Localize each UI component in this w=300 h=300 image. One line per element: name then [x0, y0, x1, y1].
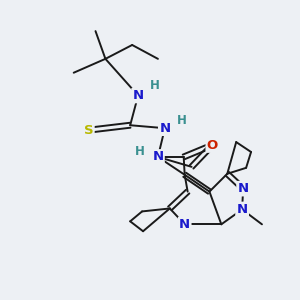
- Text: N: N: [133, 89, 144, 102]
- Text: O: O: [207, 139, 218, 152]
- Text: N: N: [152, 150, 164, 164]
- Text: N: N: [237, 203, 248, 216]
- Text: N: N: [179, 218, 190, 231]
- Text: H: H: [135, 146, 145, 158]
- Text: N: N: [159, 122, 170, 135]
- Text: N: N: [238, 182, 249, 195]
- Text: H: H: [177, 114, 187, 127]
- Text: H: H: [150, 79, 160, 92]
- Text: S: S: [84, 124, 93, 137]
